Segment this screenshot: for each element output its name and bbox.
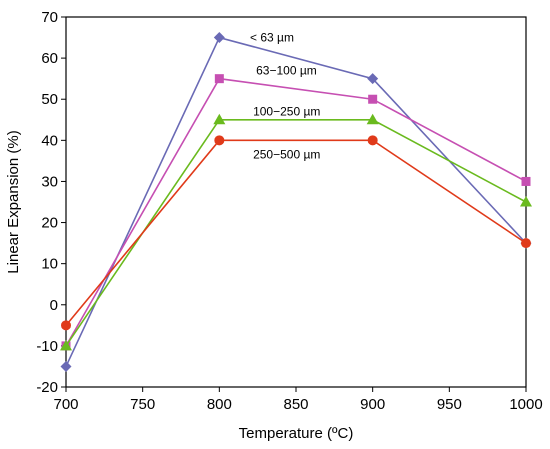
data-point-diamond bbox=[213, 32, 225, 44]
x-tick-label: 950 bbox=[437, 396, 462, 413]
series-4 bbox=[61, 135, 531, 331]
y-tick-label: 50 bbox=[41, 91, 58, 108]
y-tick-label: 20 bbox=[41, 215, 58, 232]
data-point-square bbox=[214, 74, 224, 84]
y-tick-label: 30 bbox=[41, 173, 58, 190]
series-labels: < 63 µm 63−100 µm 100−250 µm 250−500 µm bbox=[250, 31, 320, 162]
series-1 bbox=[60, 32, 532, 372]
x-tick-label: 700 bbox=[53, 396, 78, 413]
y-tick-label: 0 bbox=[50, 297, 58, 314]
series-label-2: 63−100 µm bbox=[256, 63, 317, 77]
x-tick-label: 750 bbox=[130, 396, 155, 413]
series-label-3: 100−250 µm bbox=[253, 105, 320, 119]
series-line bbox=[65, 139, 527, 326]
data-point-diamond bbox=[60, 360, 72, 372]
series-label-4: 250−500 µm bbox=[253, 148, 320, 162]
data-point-triangle bbox=[366, 113, 379, 125]
data-point-diamond bbox=[367, 73, 379, 85]
data-point-triangle bbox=[213, 113, 226, 125]
x-tick-label: 1000 bbox=[509, 396, 542, 413]
y-tick-label: 10 bbox=[41, 256, 58, 273]
y-tick-label: -20 bbox=[36, 379, 58, 396]
axes: 700 750 800 850 900 950 1000 -20 -10 0 10 20 30 40 50 6… bbox=[36, 9, 542, 413]
data-point-circle bbox=[214, 135, 225, 146]
series-line bbox=[65, 36, 527, 367]
series-group bbox=[60, 32, 532, 372]
series-line bbox=[65, 77, 527, 347]
data-point-circle bbox=[367, 135, 378, 146]
data-point-square bbox=[521, 176, 531, 186]
data-point-square bbox=[368, 94, 378, 104]
data-point-circle bbox=[61, 320, 71, 331]
series-label-1: < 63 µm bbox=[250, 31, 294, 45]
data-point-triangle bbox=[60, 339, 72, 351]
data-point-triangle bbox=[520, 196, 532, 207]
x-tick-label: 850 bbox=[283, 396, 308, 413]
y-tick-label: 60 bbox=[41, 50, 58, 67]
x-tick-label: 800 bbox=[207, 396, 232, 413]
y-tick-label: -10 bbox=[36, 338, 58, 355]
x-tick-label: 900 bbox=[360, 396, 385, 413]
y-tick-label: 40 bbox=[41, 132, 58, 149]
data-point-circle bbox=[521, 238, 531, 249]
x-axis-label: Temperature (ºC) bbox=[239, 425, 354, 442]
y-axis-label: Linear Expansion (%) bbox=[5, 130, 22, 273]
y-tick-label: 70 bbox=[41, 9, 58, 26]
